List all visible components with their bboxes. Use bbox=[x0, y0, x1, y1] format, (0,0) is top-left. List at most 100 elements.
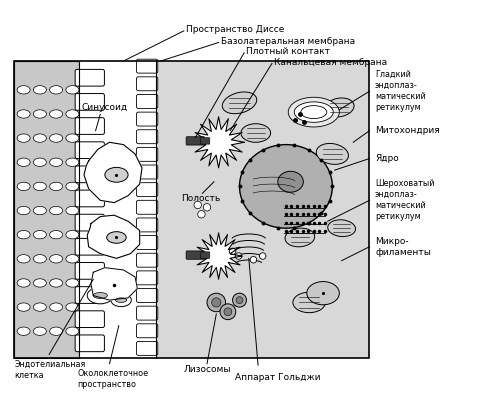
Circle shape bbox=[220, 304, 236, 320]
Ellipse shape bbox=[111, 294, 131, 307]
FancyBboxPatch shape bbox=[186, 137, 205, 145]
Ellipse shape bbox=[222, 92, 257, 114]
Ellipse shape bbox=[66, 206, 79, 215]
FancyBboxPatch shape bbox=[75, 118, 104, 134]
Circle shape bbox=[198, 211, 205, 218]
Ellipse shape bbox=[34, 327, 46, 335]
Ellipse shape bbox=[17, 303, 30, 311]
Ellipse shape bbox=[328, 220, 355, 236]
Ellipse shape bbox=[66, 279, 79, 287]
FancyBboxPatch shape bbox=[75, 311, 104, 327]
Circle shape bbox=[212, 298, 221, 307]
Ellipse shape bbox=[34, 206, 46, 215]
Ellipse shape bbox=[115, 298, 127, 303]
Ellipse shape bbox=[285, 228, 315, 247]
Circle shape bbox=[194, 201, 202, 209]
FancyBboxPatch shape bbox=[137, 341, 158, 355]
Ellipse shape bbox=[50, 230, 63, 239]
FancyBboxPatch shape bbox=[75, 69, 104, 86]
Polygon shape bbox=[87, 215, 140, 258]
Polygon shape bbox=[84, 142, 142, 203]
Ellipse shape bbox=[316, 143, 348, 164]
Ellipse shape bbox=[105, 168, 128, 182]
Polygon shape bbox=[193, 117, 244, 168]
Ellipse shape bbox=[17, 158, 30, 166]
Text: Полость: Полость bbox=[182, 194, 221, 202]
Ellipse shape bbox=[34, 182, 46, 190]
Ellipse shape bbox=[17, 206, 30, 215]
Ellipse shape bbox=[50, 255, 63, 263]
Ellipse shape bbox=[34, 86, 46, 94]
Bar bbox=[80, 61, 156, 358]
Ellipse shape bbox=[66, 158, 79, 166]
Text: Лизосомы: Лизосомы bbox=[184, 365, 231, 374]
Ellipse shape bbox=[50, 182, 63, 190]
Text: Гладкий
эндоплаз-
матический
ретикулум: Гладкий эндоплаз- матический ретикулум bbox=[375, 70, 426, 112]
FancyBboxPatch shape bbox=[137, 271, 158, 285]
FancyBboxPatch shape bbox=[137, 112, 158, 126]
Text: Эндотелиальная
клетка: Эндотелиальная клетка bbox=[14, 360, 86, 380]
Circle shape bbox=[236, 297, 243, 304]
Ellipse shape bbox=[87, 287, 113, 304]
Ellipse shape bbox=[66, 86, 79, 94]
FancyBboxPatch shape bbox=[137, 95, 158, 109]
Ellipse shape bbox=[34, 110, 46, 118]
Ellipse shape bbox=[241, 124, 271, 142]
Text: Ядро: Ядро bbox=[375, 154, 399, 163]
Ellipse shape bbox=[66, 134, 79, 142]
Circle shape bbox=[229, 248, 236, 255]
FancyBboxPatch shape bbox=[75, 214, 104, 231]
FancyBboxPatch shape bbox=[137, 183, 158, 196]
Polygon shape bbox=[195, 233, 242, 279]
Ellipse shape bbox=[93, 293, 107, 299]
Ellipse shape bbox=[66, 327, 79, 335]
Ellipse shape bbox=[17, 86, 30, 94]
FancyBboxPatch shape bbox=[137, 165, 158, 179]
FancyBboxPatch shape bbox=[137, 218, 158, 232]
Circle shape bbox=[203, 204, 211, 211]
Text: Плотный контакт: Плотный контакт bbox=[247, 47, 331, 56]
FancyBboxPatch shape bbox=[137, 324, 158, 338]
Ellipse shape bbox=[293, 292, 325, 313]
Text: Пространство Диссе: Пространство Диссе bbox=[186, 25, 285, 34]
Ellipse shape bbox=[66, 182, 79, 190]
FancyBboxPatch shape bbox=[201, 138, 210, 144]
FancyBboxPatch shape bbox=[75, 93, 104, 110]
Circle shape bbox=[207, 293, 226, 312]
Ellipse shape bbox=[34, 279, 46, 287]
Ellipse shape bbox=[17, 327, 30, 335]
Ellipse shape bbox=[66, 230, 79, 239]
FancyBboxPatch shape bbox=[137, 59, 158, 73]
Ellipse shape bbox=[50, 158, 63, 166]
Ellipse shape bbox=[17, 230, 30, 239]
Text: Аппарат Гольджи: Аппарат Гольджи bbox=[235, 373, 320, 382]
FancyBboxPatch shape bbox=[137, 200, 158, 214]
Ellipse shape bbox=[66, 110, 79, 118]
Ellipse shape bbox=[17, 255, 30, 263]
Bar bbox=[14, 61, 80, 358]
FancyBboxPatch shape bbox=[137, 147, 158, 161]
FancyBboxPatch shape bbox=[75, 263, 104, 279]
FancyBboxPatch shape bbox=[137, 77, 158, 91]
Ellipse shape bbox=[66, 255, 79, 263]
Ellipse shape bbox=[50, 327, 63, 335]
FancyBboxPatch shape bbox=[75, 142, 104, 158]
Ellipse shape bbox=[50, 303, 63, 311]
Ellipse shape bbox=[294, 102, 333, 122]
FancyBboxPatch shape bbox=[75, 335, 104, 352]
Ellipse shape bbox=[288, 97, 339, 127]
Ellipse shape bbox=[240, 145, 332, 228]
Polygon shape bbox=[91, 268, 137, 300]
Circle shape bbox=[235, 253, 242, 259]
Circle shape bbox=[260, 253, 266, 259]
FancyBboxPatch shape bbox=[137, 236, 158, 249]
FancyBboxPatch shape bbox=[137, 253, 158, 267]
Text: Синусоид: Синусоид bbox=[82, 103, 128, 112]
Ellipse shape bbox=[66, 303, 79, 311]
Ellipse shape bbox=[34, 230, 46, 239]
FancyBboxPatch shape bbox=[137, 130, 158, 144]
FancyBboxPatch shape bbox=[186, 251, 205, 259]
Bar bbox=[156, 61, 369, 358]
Text: Микро-
филаменты: Микро- филаменты bbox=[375, 237, 431, 257]
Ellipse shape bbox=[50, 86, 63, 94]
